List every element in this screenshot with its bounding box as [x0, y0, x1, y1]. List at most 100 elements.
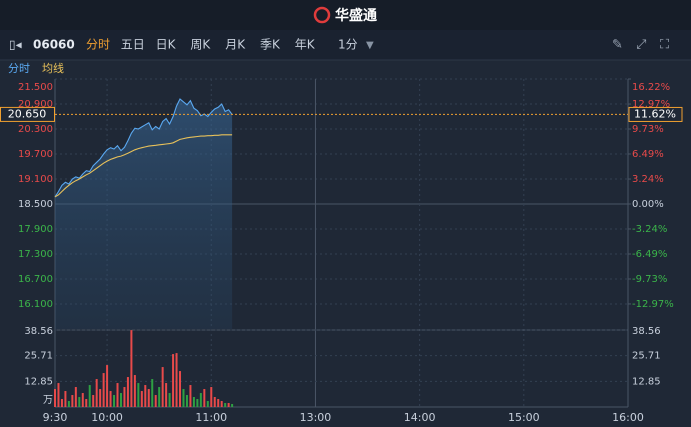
volume-bar — [192, 397, 195, 407]
volume-bar — [137, 383, 140, 407]
volume-bar — [109, 391, 112, 407]
volume-bar — [199, 393, 202, 407]
volume-unit: 万 — [43, 395, 53, 406]
volume-bar — [113, 395, 116, 407]
volume-bar — [206, 401, 209, 407]
volume-bar — [92, 395, 95, 407]
price-area — [55, 99, 233, 329]
x-tick-label: 16:00 — [612, 411, 644, 424]
interval-select[interactable]: 1分 — [338, 38, 358, 52]
y-tick-label: 20.900 — [18, 99, 53, 110]
volume-bar — [203, 389, 206, 407]
y-tick-label: 16.100 — [18, 299, 53, 310]
y2-tick-label: 0.00% — [632, 199, 664, 210]
volume-bar — [231, 404, 234, 407]
volume-bar — [60, 399, 63, 407]
volume-bar — [161, 367, 164, 407]
volume-bar — [151, 379, 154, 407]
period-tab[interactable]: 月K — [225, 38, 246, 52]
volume-bar — [54, 389, 56, 407]
y-tick-label: 16.700 — [18, 274, 53, 285]
y2-tick-label: 3.24% — [632, 174, 664, 185]
last-price-label: 20.650 — [8, 107, 47, 120]
volume-tick-label: 25.71 — [24, 351, 53, 362]
period-tab[interactable]: 日K — [156, 38, 177, 52]
y-tick-label: 20.300 — [18, 124, 53, 135]
volume-bar — [144, 385, 147, 407]
volume-bar — [81, 393, 84, 407]
volume-bar — [133, 375, 136, 407]
volume-bar — [154, 395, 157, 407]
volume-bar — [123, 387, 126, 407]
y-tick-label: 19.100 — [18, 174, 53, 185]
y2-tick-label: -6.49% — [632, 249, 667, 260]
price-line — [54, 98, 233, 198]
stock-code: 06060 — [33, 38, 75, 52]
volume-bar — [71, 395, 74, 407]
toolbar — [0, 30, 691, 60]
volume-bar — [102, 373, 105, 407]
x-tick-label: 9:30 — [43, 411, 68, 424]
period-tab[interactable]: 季K — [260, 38, 281, 52]
volume-tick-label: 12.85 — [24, 376, 53, 387]
volume-bar — [119, 393, 122, 407]
x-tick-label: 14:00 — [404, 411, 436, 424]
volume-bar — [158, 387, 161, 407]
volume-bar — [126, 377, 129, 407]
legend-entry: 分时 — [8, 62, 30, 75]
volume-bar — [196, 399, 199, 407]
volume-bar — [165, 383, 168, 407]
volume-tick-label: 38.56 — [24, 326, 53, 337]
volume-bar — [175, 353, 178, 407]
volume-bar — [179, 371, 182, 407]
y2-tick-label: 12.97% — [632, 99, 670, 110]
volume-bar — [210, 387, 213, 407]
y2-tick-label: -3.24% — [632, 224, 667, 235]
volume-bar — [57, 383, 60, 407]
dropdown-arrow[interactable]: ▼ — [366, 40, 374, 51]
volume-bar — [217, 399, 220, 407]
draw-tool[interactable]: ✎ — [612, 38, 623, 53]
y-tick-label: 17.900 — [18, 224, 53, 235]
period-tab[interactable]: 周K — [190, 38, 211, 52]
volume-bar — [67, 401, 70, 407]
y-tick-label: 21.500 — [18, 82, 53, 93]
y-tick-label: 17.300 — [18, 249, 53, 260]
volume-bar — [185, 395, 188, 407]
volume-bar — [172, 354, 175, 407]
volume-bar — [85, 399, 88, 407]
y2-tick-label: 6.49% — [632, 149, 664, 160]
last-change-label: 11.62% — [634, 107, 676, 120]
sidebar-toggle[interactable]: ▯◂ — [9, 38, 22, 52]
volume-bar — [224, 403, 227, 407]
x-tick-label: 13:00 — [300, 411, 332, 424]
volume-bar — [116, 383, 119, 407]
last-price-box — [0, 106, 55, 122]
fullscreen-button[interactable]: ⛶ — [659, 38, 670, 53]
expand-button[interactable]: ⤢ — [636, 38, 646, 53]
last-change-box — [628, 106, 683, 122]
volume-bar — [106, 365, 109, 407]
x-tick-label: 15:00 — [508, 411, 540, 424]
volume-tick-label-right: 12.85 — [632, 376, 661, 387]
volume-bar — [74, 387, 77, 407]
volume-bar — [99, 389, 102, 407]
average-line — [54, 134, 233, 198]
volume-bar — [182, 389, 185, 407]
legend-entry: 均线 — [42, 61, 64, 75]
period-tab[interactable]: 五日 — [121, 38, 145, 52]
y2-tick-label: -12.97% — [632, 299, 674, 310]
y2-tick-label: 16.22% — [632, 82, 670, 93]
period-tab[interactable]: 分时 — [86, 38, 110, 52]
volume-bar — [147, 389, 150, 407]
top-bar — [0, 0, 691, 30]
volume-tick-label-right: 25.71 — [632, 351, 661, 362]
volume-bar — [95, 379, 98, 407]
x-tick-label: 10:00 — [91, 411, 123, 424]
period-tab[interactable]: 年K — [295, 38, 316, 52]
y2-tick-label: -9.73% — [632, 274, 667, 285]
volume-bar — [88, 385, 91, 407]
app-title: 华盛通 — [335, 7, 377, 24]
